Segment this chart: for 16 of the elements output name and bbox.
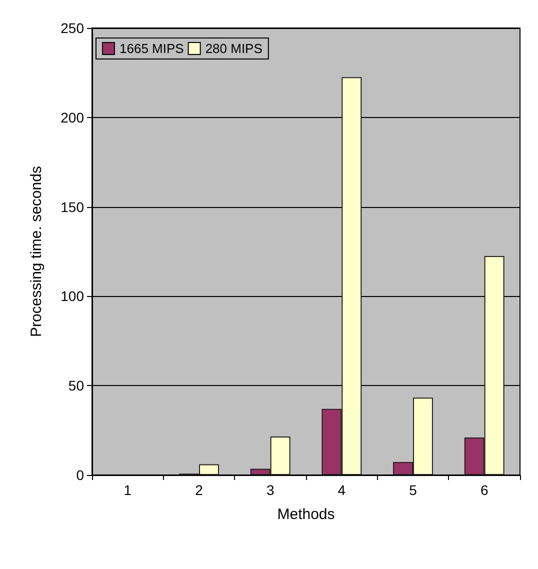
legend-label: 1665 MIPS [120, 41, 184, 56]
y-axis-title: Processing time. seconds [28, 166, 45, 337]
legend-label: 280 MIPS [205, 41, 263, 56]
y-tick-label: 150 [60, 198, 84, 215]
y-tick-label: 200 [60, 109, 84, 126]
y-tick-label: 0 [76, 467, 84, 483]
y-tick-label: 250 [60, 20, 84, 36]
x-axis-title: Methods [277, 506, 335, 523]
x-tick-label: 5 [409, 482, 418, 498]
y-tick-label: 100 [60, 288, 84, 304]
x-tick-label: 4 [338, 482, 346, 498]
x-tick-label: 3 [266, 482, 274, 498]
x-tick-label: 1 [124, 482, 132, 498]
x-tick-label: 2 [195, 482, 204, 498]
y-tick-label: 50 [68, 378, 84, 394]
x-tick-label: 6 [480, 482, 488, 498]
